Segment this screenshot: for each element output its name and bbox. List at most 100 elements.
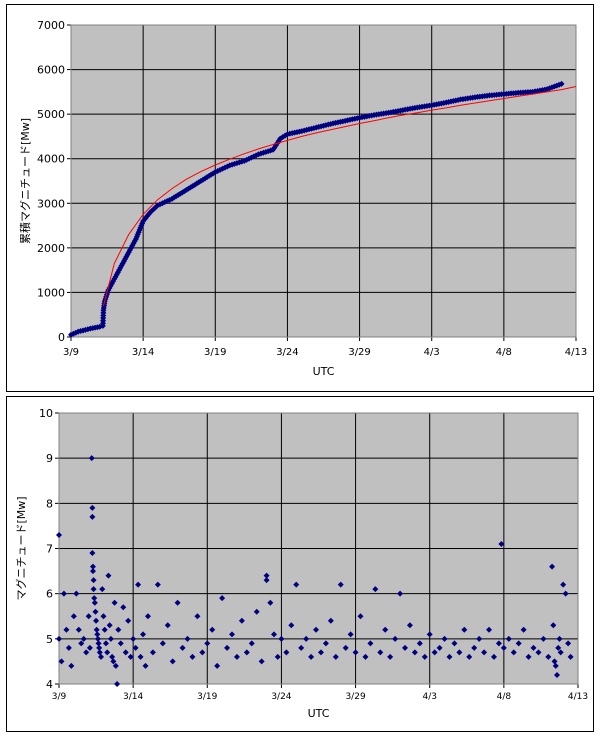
x-tick-label: 3/19 (204, 347, 226, 358)
data-point (93, 626, 100, 633)
x-tick-label: 3/14 (123, 692, 143, 702)
y-tick-label: 5000 (37, 108, 65, 121)
plot-border (58, 412, 579, 685)
x-tick-label: 3/19 (197, 692, 217, 702)
magnitude-chart-panel: 3/9 3/14 3/19 3/24 3/29 4/3 4/8 4/13 4 5 6 7 8 9 10 UTC… (6, 396, 594, 732)
data-point (476, 635, 483, 642)
data-point (89, 504, 96, 511)
data-point (137, 653, 144, 660)
data-point (243, 649, 250, 656)
data-point (498, 540, 505, 547)
x-tick-label: 4/3 (422, 692, 436, 702)
data-point (327, 617, 334, 624)
data-point (238, 617, 245, 624)
data-point (94, 631, 101, 638)
data-point (229, 631, 235, 638)
data-point (127, 653, 134, 660)
data-point (96, 644, 103, 651)
x-axis-title: UTC (313, 365, 335, 378)
data-point (540, 635, 547, 642)
data-point (86, 644, 93, 651)
data-point (96, 649, 103, 656)
data-point (149, 649, 156, 656)
data-point (90, 586, 97, 593)
data-point (436, 644, 443, 651)
data-point (274, 653, 281, 660)
data-point (159, 640, 166, 647)
data-point (486, 626, 493, 633)
data-point (224, 644, 231, 651)
data-point (105, 572, 112, 579)
x-tick-label: 4/3 (424, 347, 440, 358)
data-point (99, 586, 106, 593)
data-point (550, 622, 557, 629)
data-point (114, 681, 121, 687)
plot-border (70, 24, 577, 338)
data-point (258, 658, 265, 665)
data-point (441, 635, 448, 642)
data-point (461, 626, 468, 633)
data-point (219, 595, 226, 602)
data-point (144, 613, 151, 620)
data-point (271, 631, 278, 638)
data-point (111, 599, 118, 606)
data-point (73, 590, 80, 597)
data-point (515, 640, 522, 647)
data-point (387, 653, 394, 660)
data-point (352, 649, 359, 656)
data-point (553, 671, 560, 678)
data-point (293, 581, 300, 588)
y-tick-label: 10 (39, 407, 53, 420)
y-tick-label: 6000 (37, 64, 65, 77)
y-tick-label: 4000 (37, 153, 65, 166)
plot-area (71, 25, 576, 337)
data-point (80, 635, 87, 642)
y-tick-label: 0 (58, 331, 65, 344)
data-point (347, 631, 354, 638)
data-point (85, 613, 92, 620)
data-point (372, 586, 379, 593)
data-point (562, 590, 569, 597)
data-point (557, 649, 564, 656)
cumulative-magnitude-chart-panel: 3/9 3/14 3/19 3/24 3/29 4/3 4/8 4/13 0 1000 2000 30… (6, 4, 594, 392)
data-point (68, 662, 75, 669)
data-point (392, 635, 399, 642)
data-point (551, 658, 558, 665)
data-point (204, 640, 211, 647)
data-point (63, 626, 70, 633)
data-point (56, 635, 62, 642)
data-point (70, 613, 77, 620)
data-point (466, 653, 473, 660)
magnitude-chart: 3/9 3/14 3/19 3/24 3/29 4/3 4/8 4/13 4 5 6 7 8 9 10 UTC… (14, 407, 588, 720)
x-tick-label: 4/13 (568, 692, 588, 702)
data-point (431, 649, 438, 656)
data-point (567, 653, 574, 660)
data-point (367, 640, 374, 647)
data-point (402, 644, 408, 651)
data-point (89, 563, 96, 570)
data-point (471, 644, 478, 651)
y-tick-label: 6 (46, 588, 53, 601)
data-point (332, 653, 339, 660)
data-point (382, 626, 389, 633)
data-point (446, 653, 453, 660)
data-point (555, 644, 562, 651)
data-point (132, 644, 139, 651)
data-point (100, 613, 107, 620)
y-tick-label: 9 (46, 452, 53, 465)
fit-curve-line (103, 86, 577, 306)
data-point (362, 653, 369, 660)
data-point (56, 531, 62, 538)
data-point (115, 626, 122, 633)
y-tick-label: 3000 (37, 197, 65, 210)
y-tick-label: 4 (46, 678, 53, 691)
data-point (520, 626, 527, 633)
x-tick-label: 3/29 (348, 347, 370, 358)
x-tick-label: 3/24 (271, 692, 291, 702)
data-point (303, 635, 310, 642)
data-point (125, 249, 132, 256)
data-point (565, 640, 572, 647)
data-point (174, 599, 181, 606)
data-point (75, 626, 82, 633)
data-point (406, 622, 413, 629)
